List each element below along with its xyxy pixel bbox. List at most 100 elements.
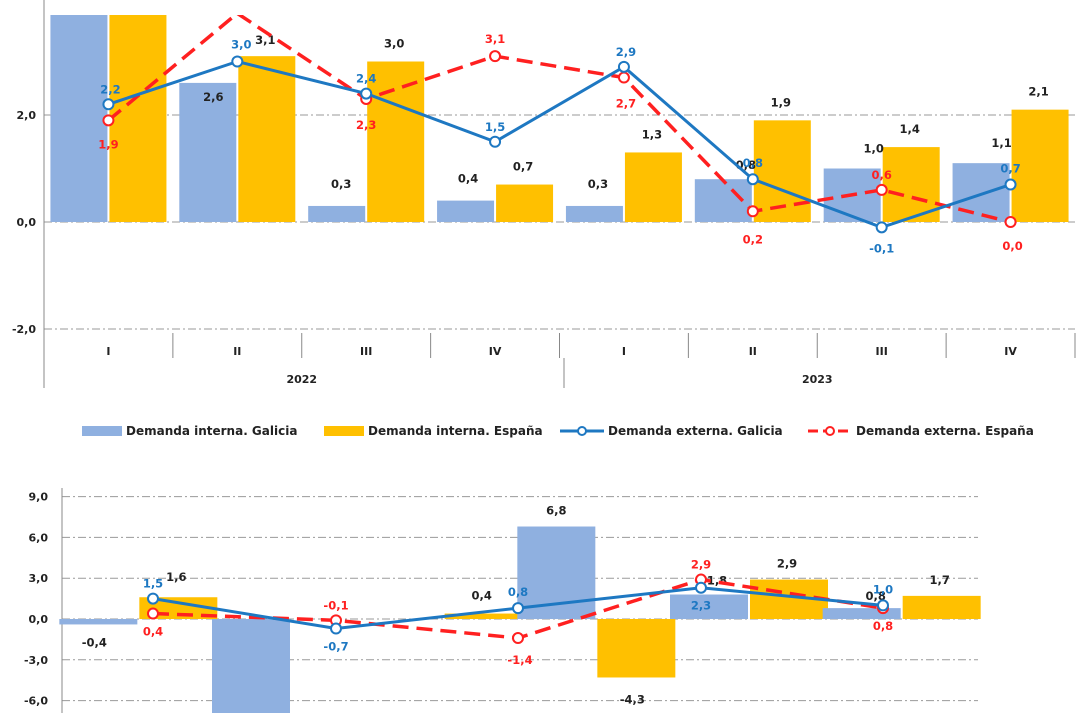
marker-externa-espana [102,114,115,127]
x-tick-label: II [749,345,757,358]
bar-interna-galicia [952,163,1010,222]
label-externa-espana: 0,2 [743,232,763,246]
marker-externa-espana [1004,216,1017,228]
x-tick-label: I [106,345,110,358]
marker-externa-espana [875,183,888,196]
label-externa-galicia: 0,7 [1000,162,1020,176]
label-interna-galicia: 2,6 [203,90,223,104]
legend-swatch [324,426,364,436]
bar-interna-espana [902,595,981,619]
x-tick-label: III [876,345,888,358]
label-interna-espana: 1,3 [642,127,662,141]
marker-externa-galicia [746,173,759,186]
bar-interna-espana [367,61,425,222]
label-externa-galicia: 0,8 [743,156,763,170]
marker-externa-galicia [330,622,342,635]
label-externa-galicia: 3,0 [231,38,251,52]
label-interna-galicia: 6,8 [546,504,566,518]
label-interna-galicia: 0,8 [865,589,885,603]
bar-interna-galicia [179,82,237,223]
marker-externa-galicia [1004,178,1017,191]
label-externa-galicia: 2,4 [356,72,376,86]
chart2-bars [59,526,981,713]
y-tick-label: 2,0 [17,109,37,122]
marker-externa-espana [617,71,630,84]
label-externa-espana: 2,3 [356,118,376,132]
label-interna-galicia: 1,1 [991,136,1011,150]
bar-interna-espana [1011,109,1069,222]
bar-interna-galicia [437,200,495,222]
legend-label: Demanda interna. España [368,424,543,438]
marker-externa-espana [489,50,502,63]
marker-externa-galicia [360,87,373,100]
line-externa-espana [107,15,1011,224]
bar-interna-galicia [212,619,290,713]
bar-interna-espana [444,613,523,619]
label-interna-espana: 0,4 [471,589,491,603]
bar-interna-espana [238,56,296,223]
x-tick-label: IV [1004,345,1017,358]
legend-label: Demanda externa. España [856,424,1034,438]
x-tick-label: IV [489,345,502,358]
bar-interna-galicia [50,15,108,222]
label-externa-galicia: 0,8 [508,585,528,599]
bar-interna-galicia [565,205,623,222]
legend-item [560,426,604,436]
legend-item [808,426,852,436]
label-externa-espana: 0,8 [873,619,893,633]
label-externa-galicia: -0,7 [323,640,348,654]
legend-label: Demanda externa. Galicia [608,424,783,438]
marker-externa-galicia [875,221,888,234]
bar-interna-espana [496,184,554,222]
y-tick-label: 6,0 [29,531,49,544]
label-interna-galicia: 1,0 [864,142,884,156]
legend-item [324,426,364,436]
label-interna-galicia: -0,4 [82,635,107,649]
label-externa-espana: 3,1 [485,32,505,46]
year-label: 2023 [802,373,833,386]
label-interna-espana: 2,9 [777,557,797,571]
label-interna-galicia: 0,4 [458,172,478,186]
label-externa-galicia: 2,3 [691,599,711,613]
marker-externa-galicia [695,581,707,594]
label-externa-espana: 0,6 [872,168,892,182]
bar-interna-espana [109,15,167,222]
y-tick-label: 0,0 [17,216,37,229]
legend-swatch [82,426,122,436]
bar-interna-espana [624,152,682,222]
marker-externa-galicia [877,599,889,612]
label-externa-galicia: -0,1 [869,241,894,255]
label-interna-espana: 3,0 [384,37,404,51]
line-externa-galicia [107,59,1012,229]
y-tick-label: 0,0 [29,613,49,626]
bar-interna-galicia [822,608,901,619]
x-tick-label: II [233,345,241,358]
y-tick-label: -6,0 [24,695,48,708]
marker-externa-espana [746,205,759,218]
label-externa-galicia: 1,5 [485,120,505,134]
label-externa-galicia: 1,5 [143,577,163,591]
chart1-lines [102,15,1017,234]
marker-externa-espana [147,607,159,620]
y-tick-label: 3,0 [29,572,49,585]
bar-interna-galicia [694,179,752,222]
label-externa-espana: -0,1 [323,598,348,612]
marker-externa-galicia [489,135,502,148]
label-interna-espana: 3,1 [255,33,275,47]
x-tick-label: III [360,345,372,358]
label-interna-espana: -4,3 [620,692,645,706]
label-externa-espana: 0,0 [1002,239,1022,253]
legend-marker [577,426,587,436]
legend-item [82,426,122,436]
marker-externa-galicia [231,55,244,68]
label-externa-espana: 2,7 [616,97,636,111]
marker-externa-galicia [102,98,115,111]
label-interna-galicia: 0,3 [331,177,351,191]
legend-label: Demanda interna. Galicia [126,424,297,438]
label-externa-espana: 0,4 [143,625,163,639]
x-tick-label: I [622,345,626,358]
chart2-lines [147,573,889,645]
label-interna-espana: 0,7 [513,160,533,174]
bar-interna-espana [882,147,940,222]
